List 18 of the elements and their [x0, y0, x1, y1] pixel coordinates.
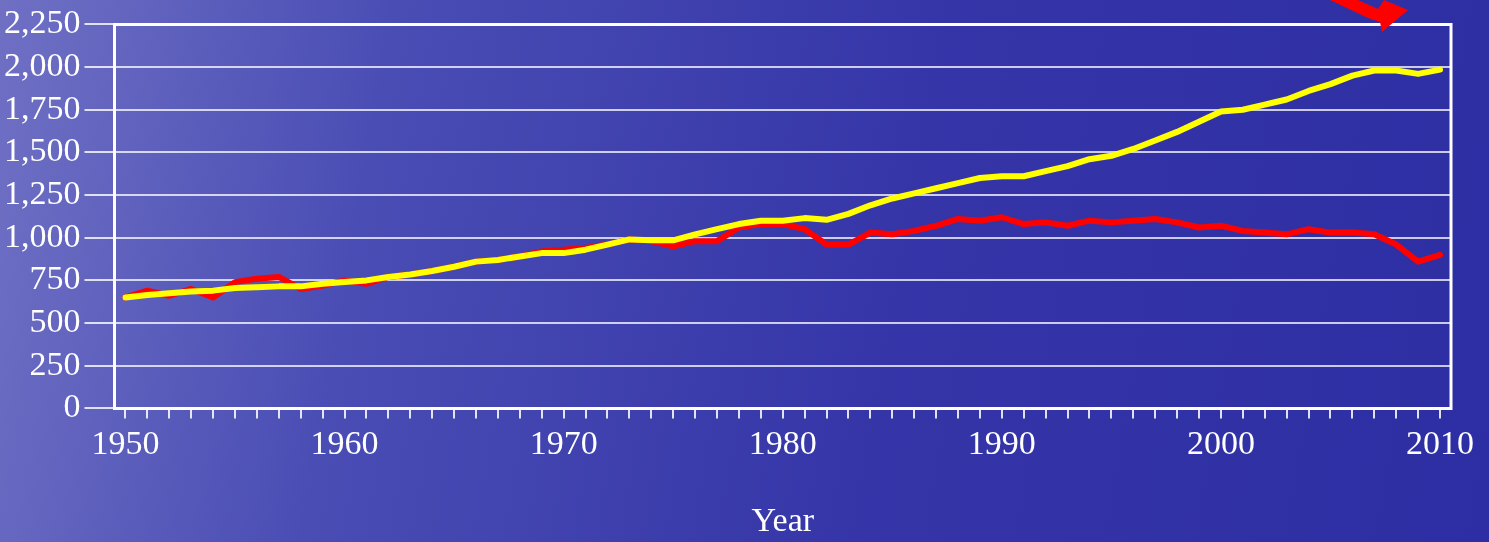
- y-tick-label: 1,250: [4, 173, 81, 211]
- y-tick-label: 1,750: [4, 88, 81, 126]
- y-tick-label: 0: [63, 387, 81, 425]
- y-tick-label: 750: [29, 259, 81, 297]
- y-tick-label: 2,250: [4, 3, 81, 41]
- y-tick-label: 1,500: [4, 131, 81, 169]
- x-tick-label: 2010: [1406, 423, 1475, 461]
- y-tick-label: 2,000: [4, 45, 81, 83]
- x-tick-label: 1960: [310, 423, 379, 461]
- x-tick-label: 1990: [967, 423, 1036, 461]
- y-tick-label: 250: [29, 344, 81, 382]
- x-axis-title: Year: [751, 500, 815, 538]
- y-tick-label: 1,000: [4, 216, 81, 254]
- x-tick-label: 1970: [529, 423, 598, 461]
- x-tick-label: 1980: [748, 423, 817, 461]
- x-tick-label: 2000: [1186, 423, 1255, 461]
- x-tick-label: 1950: [91, 423, 160, 461]
- y-tick-label: 500: [29, 301, 81, 339]
